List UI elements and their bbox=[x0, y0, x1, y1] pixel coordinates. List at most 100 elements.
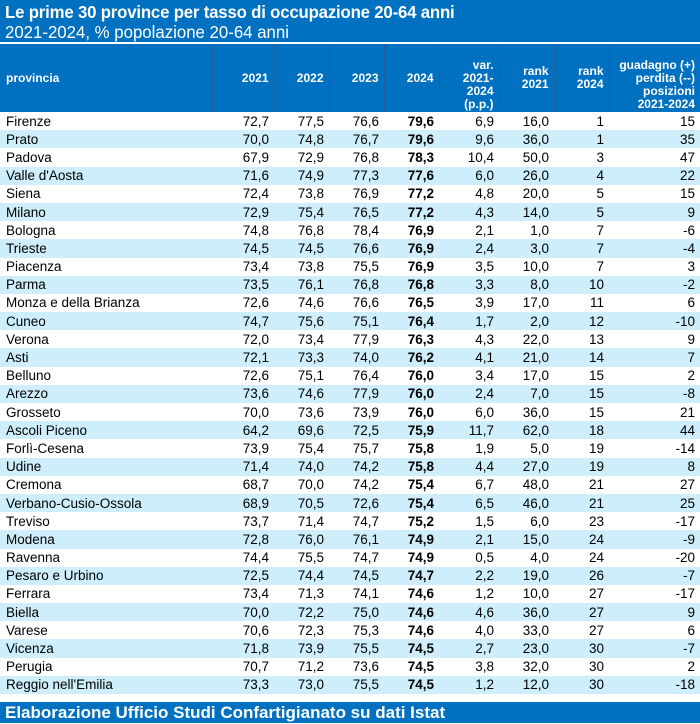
cell-y2024: 74,6 bbox=[384, 603, 439, 622]
cell-y2022: 76,1 bbox=[274, 275, 329, 294]
cell-y2021: 70,6 bbox=[212, 621, 274, 640]
cell-y2021: 72,0 bbox=[212, 330, 274, 349]
table-row: Cremona 68,7 70,0 74,2 75,4 6,7 48,0 21 27 bbox=[0, 475, 700, 494]
cell-rank2021: 36,0 bbox=[499, 603, 554, 622]
cell-rank2024: 7 bbox=[554, 221, 609, 240]
table-row: Modena 72,8 76,0 76,1 74,9 2,1 15,0 24 -9 bbox=[0, 530, 700, 549]
cell-y2023: 75,1 bbox=[329, 312, 384, 331]
cell-provincia: Verbano-Cusio-Ossola bbox=[0, 493, 212, 513]
data-table: provincia 2021 2022 2023 2024 var. 2021- 2024 (p… bbox=[0, 44, 700, 694]
column-header-line: 2024 bbox=[576, 77, 604, 91]
table-row: Forlì-Cesena 73,9 75,4 75,7 75,8 1,9 5,0 19 -14 bbox=[0, 439, 700, 458]
cell-y2021: 70,0 bbox=[212, 130, 274, 149]
cell-y2022: 71,3 bbox=[274, 584, 329, 604]
cell-delta: 25 bbox=[609, 493, 700, 513]
table-row: Milano 72,9 75,4 76,5 77,2 4,3 14,0 5 9 bbox=[0, 202, 700, 222]
cell-y2024: 75,8 bbox=[384, 439, 439, 458]
table-row: Piacenza 73,4 73,8 75,5 76,9 3,5 10,0 7 3 bbox=[0, 257, 700, 276]
table-row: Biella 70,0 72,2 75,0 74,6 4,6 36,0 27 9 bbox=[0, 603, 700, 622]
cell-var: 1,9 bbox=[439, 439, 499, 458]
cell-rank2024: 13 bbox=[554, 330, 609, 349]
cell-y2022: 72,2 bbox=[274, 603, 329, 622]
cell-y2022: 75,6 bbox=[274, 312, 329, 331]
cell-var: 2,2 bbox=[439, 566, 499, 585]
cell-y2021: 73,4 bbox=[212, 257, 274, 276]
cell-y2023: 73,9 bbox=[329, 403, 384, 422]
table-body: Firenze 72,7 77,5 76,6 79,6 6,9 16,0 1 15 Prato 70… bbox=[0, 112, 700, 694]
cell-y2021: 72,1 bbox=[212, 348, 274, 367]
cell-y2021: 73,5 bbox=[212, 275, 274, 294]
cell-rank2024: 23 bbox=[554, 512, 609, 531]
cell-delta: 15 bbox=[609, 184, 700, 203]
cell-delta: 47 bbox=[609, 148, 700, 167]
cell-rank2021: 8,0 bbox=[499, 275, 554, 294]
cell-rank2024: 5 bbox=[554, 202, 609, 222]
table-row: Ravenna 74,4 75,5 74,7 74,9 0,5 4,0 24 -20 bbox=[0, 548, 700, 567]
table-row: Belluno 72,6 75,1 76,4 76,0 3,4 17,0 15 2 bbox=[0, 366, 700, 385]
cell-y2024: 77,6 bbox=[384, 166, 439, 185]
cell-var: 4,4 bbox=[439, 457, 499, 476]
cell-y2022: 70,0 bbox=[274, 475, 329, 494]
cell-provincia: Reggio nell'Emilia bbox=[0, 675, 212, 694]
cell-y2024: 76,5 bbox=[384, 293, 439, 313]
cell-rank2024: 30 bbox=[554, 639, 609, 658]
cell-provincia: Cremona bbox=[0, 475, 212, 494]
cell-var: 2,4 bbox=[439, 384, 499, 403]
cell-rank2021: 14,0 bbox=[499, 202, 554, 222]
column-header-line: perdita (--) bbox=[635, 71, 695, 85]
cell-y2022: 73,4 bbox=[274, 330, 329, 349]
cell-y2023: 75,5 bbox=[329, 675, 384, 694]
cell-delta: -6 bbox=[609, 221, 700, 240]
cell-rank2024: 7 bbox=[554, 257, 609, 276]
cell-provincia: Piacenza bbox=[0, 257, 212, 276]
cell-var: 2,1 bbox=[439, 221, 499, 240]
cell-provincia: Asti bbox=[0, 348, 212, 367]
cell-y2024: 76,0 bbox=[384, 403, 439, 422]
cell-var: 2,4 bbox=[439, 239, 499, 258]
cell-provincia: Siena bbox=[0, 184, 212, 203]
cell-provincia: Treviso bbox=[0, 512, 212, 531]
cell-y2022: 74,6 bbox=[274, 293, 329, 313]
cell-rank2024: 30 bbox=[554, 675, 609, 694]
table-subtitle: 2021-2024, % popolazione 20-64 anni bbox=[5, 22, 289, 42]
cell-y2023: 75,7 bbox=[329, 439, 384, 458]
cell-y2024: 79,6 bbox=[384, 130, 439, 149]
cell-rank2024: 14 bbox=[554, 348, 609, 367]
cell-rank2024: 19 bbox=[554, 439, 609, 458]
cell-rank2021: 15,0 bbox=[499, 530, 554, 549]
cell-rank2024: 24 bbox=[554, 530, 609, 549]
cell-rank2021: 50,0 bbox=[499, 148, 554, 167]
table-row: Parma 73,5 76,1 76,8 76,8 3,3 8,0 10 -2 bbox=[0, 275, 700, 294]
cell-rank2021: 21,0 bbox=[499, 348, 554, 367]
cell-rank2021: 17,0 bbox=[499, 366, 554, 385]
column-header-y2023: 2023 bbox=[328, 44, 384, 112]
cell-y2021: 72,6 bbox=[212, 293, 274, 313]
table-row: Trieste 74,5 74,5 76,6 76,9 2,4 3,0 7 -4 bbox=[0, 239, 700, 258]
cell-y2022: 72,9 bbox=[274, 148, 329, 167]
cell-y2021: 73,4 bbox=[212, 584, 274, 604]
table-row: Verbano-Cusio-Ossola 68,9 70,5 72,6 75,4 6,5 4… bbox=[0, 493, 700, 513]
cell-y2021: 74,7 bbox=[212, 312, 274, 331]
cell-y2024: 75,4 bbox=[384, 493, 439, 513]
cell-rank2021: 3,0 bbox=[499, 239, 554, 258]
cell-var: 6,0 bbox=[439, 166, 499, 185]
cell-y2021: 70,7 bbox=[212, 657, 274, 676]
cell-provincia: Grosseto bbox=[0, 403, 212, 422]
cell-rank2021: 22,0 bbox=[499, 330, 554, 349]
cell-y2023: 74,7 bbox=[329, 512, 384, 531]
cell-y2023: 76,8 bbox=[329, 148, 384, 167]
cell-y2023: 74,1 bbox=[329, 584, 384, 604]
table-row: Padova 67,9 72,9 76,8 78,3 10,4 50,0 3 47 bbox=[0, 148, 700, 167]
cell-y2021: 71,6 bbox=[212, 166, 274, 185]
cell-rank2024: 15 bbox=[554, 384, 609, 403]
cell-y2024: 77,2 bbox=[384, 184, 439, 203]
cell-provincia: Pesaro e Urbino bbox=[0, 566, 212, 585]
cell-y2022: 75,4 bbox=[274, 439, 329, 458]
cell-provincia: Ascoli Piceno bbox=[0, 421, 212, 440]
cell-provincia: Ravenna bbox=[0, 548, 212, 567]
cell-var: 4,1 bbox=[439, 348, 499, 367]
cell-y2024: 76,4 bbox=[384, 312, 439, 331]
table-row: Treviso 73,7 71,4 74,7 75,2 1,5 6,0 23 -17 bbox=[0, 512, 700, 531]
cell-var: 1,5 bbox=[439, 512, 499, 531]
cell-delta: 6 bbox=[609, 293, 700, 313]
